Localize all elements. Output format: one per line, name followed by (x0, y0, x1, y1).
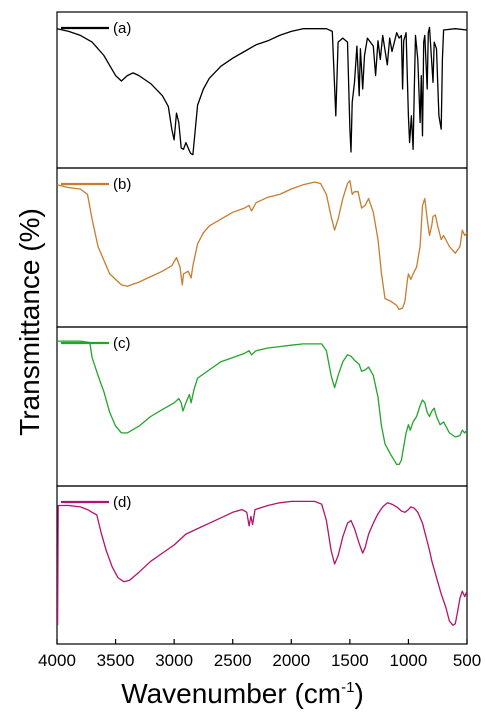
x-tick-label: 500 (453, 651, 481, 670)
spectrum-line-3 (57, 340, 468, 466)
spectrum-line-1 (56, 26, 468, 156)
panel-4: (d) (56, 485, 468, 645)
panel-3: (c) (56, 326, 468, 487)
spectrum-line-4 (56, 500, 468, 626)
panel-2: (b) (56, 167, 468, 328)
x-tick-label: 1000 (390, 651, 428, 670)
x-axis-label-main: Wavenumber (cm (121, 678, 342, 709)
legend-label: (a) (113, 20, 131, 37)
legend-label: (d) (113, 494, 131, 511)
x-tick-label: 1500 (331, 651, 369, 670)
x-tick-label: 2500 (214, 651, 252, 670)
panel-frame (56, 485, 468, 645)
x-axis-label-exponent: -1 (341, 679, 355, 696)
x-tick-label: 4000 (38, 651, 76, 670)
chart-panels: (a) (b) (c) (d) (56, 11, 468, 645)
legend-label: (b) (113, 176, 131, 193)
x-tick-label: 3500 (97, 651, 135, 670)
spectrum-line-2 (56, 180, 468, 311)
legend-label: (c) (113, 335, 131, 352)
x-tick-label: 3000 (155, 651, 193, 670)
y-axis-label-text: Transmittance (%) (14, 208, 45, 436)
x-axis: 4000 3500 3000 2500 2000 1500 1000 500 (38, 639, 481, 670)
x-axis-label: Wavenumber (cm-1) (0, 678, 485, 710)
x-axis-label-close: ) (354, 678, 364, 709)
panel-1: (a) (56, 11, 468, 169)
x-tick-label: 2000 (272, 651, 310, 670)
